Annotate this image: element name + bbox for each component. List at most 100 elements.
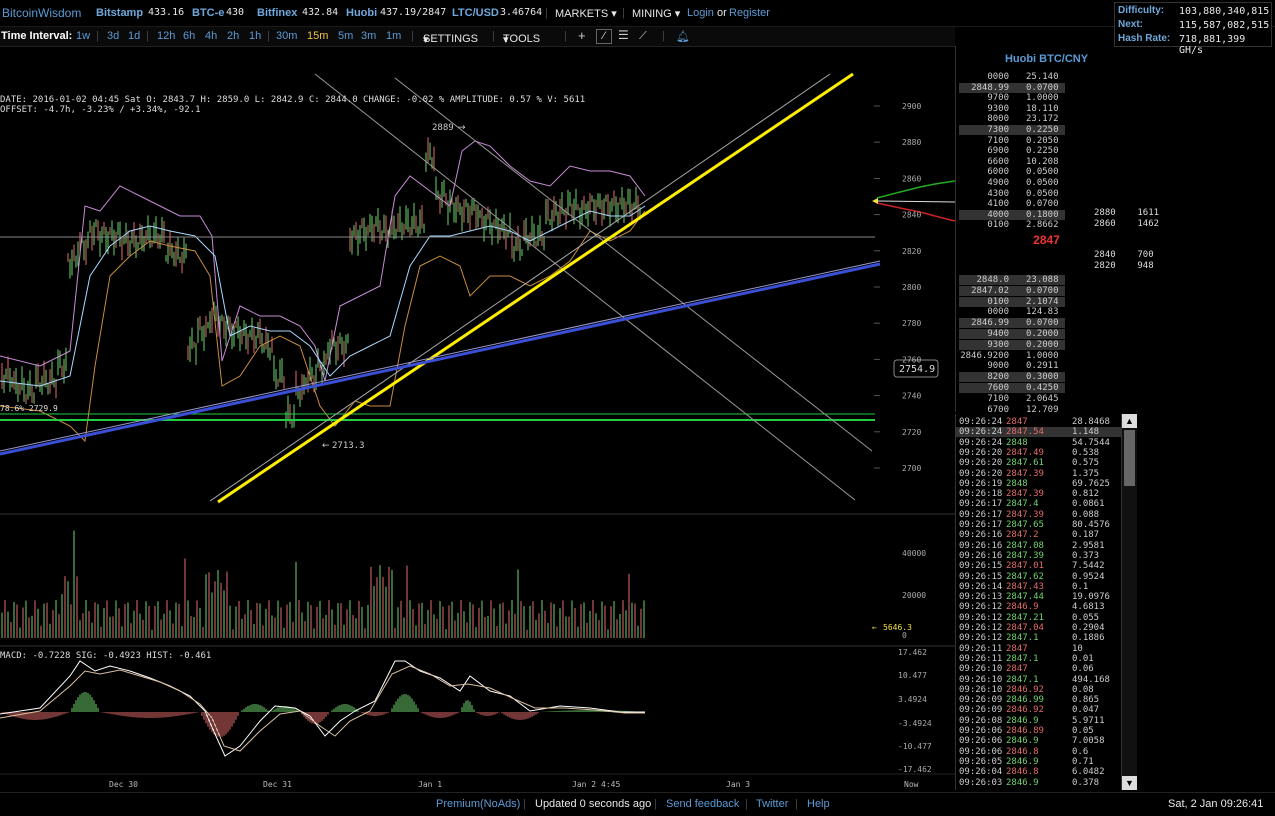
macd-tick-label: 10.477 xyxy=(898,671,927,680)
recent-trades-panel[interactable]: 09:26:24 2847 28.8468 09:26:24 2847.54 1.148 0… xyxy=(955,414,1137,790)
time-tick-label: Dec 31 xyxy=(263,780,292,789)
chevron-down-icon: ▾ xyxy=(503,34,509,46)
send-feedback-link[interactable]: Send feedback xyxy=(666,798,740,810)
trade-amount: 0.047 xyxy=(1072,705,1100,716)
low-marker-label: 2713.3 xyxy=(332,441,365,451)
trade-time: 09:26:17 xyxy=(959,520,1003,530)
yellow-trend-line[interactable] xyxy=(217,72,854,504)
alert-bell-icon[interactable]: 🔔︎ xyxy=(676,31,690,43)
exchange-bitfinex-link[interactable]: Bitfinex xyxy=(257,7,298,19)
trade-row: 09:26:06 2846.9 7.0058 xyxy=(956,736,1121,746)
trade-time: 09:26:11 xyxy=(959,643,1003,654)
trade-amount: 0.05 xyxy=(1072,726,1094,736)
scrollbar-thumb[interactable] xyxy=(1124,430,1135,486)
interval-3d[interactable]: 3d xyxy=(107,30,120,42)
order-amount: 23.172 xyxy=(1026,114,1059,125)
trade-amount: 0.9524 xyxy=(1072,571,1105,582)
candlestick-chart[interactable]: 2889 → ← 2713.3 78.6% 2729.9 2754.9 ← 56… xyxy=(0,46,955,790)
hashrate-label: Hash Rate: xyxy=(1118,33,1171,44)
trade-time: 09:26:20 xyxy=(959,447,1003,458)
order-price: 7100 xyxy=(987,393,1009,404)
exchange-btce-link[interactable]: BTC-e xyxy=(192,7,225,19)
twitter-link[interactable]: Twitter xyxy=(756,798,789,810)
horizontal-lines-tool-icon[interactable]: ☰ xyxy=(618,28,629,42)
help-link[interactable]: Help xyxy=(807,798,830,810)
scroll-down-icon[interactable]: ▼ xyxy=(1122,776,1137,790)
ask-row: 9300 18.110 xyxy=(956,104,1137,114)
trade-price: 2847.2 xyxy=(1006,530,1039,541)
highlight-bar xyxy=(959,296,1065,307)
bid-row: 6700 12.709 xyxy=(956,405,1137,415)
macd-tick-label: 3.4924 xyxy=(898,695,927,704)
highlight-bar xyxy=(959,329,1065,339)
markets-menu[interactable]: MARKETS ▾ xyxy=(555,8,617,20)
trade-time: 09:26:24 xyxy=(959,427,1003,438)
interval-5m[interactable]: 5m xyxy=(338,30,354,42)
trade-time: 09:26:05 xyxy=(959,756,1003,767)
trade-row: 09:26:15 2847.01 7.5442 xyxy=(956,561,1121,571)
order-price: 2846.9200 xyxy=(960,350,1009,361)
price-tick-label: 2900 xyxy=(902,102,921,111)
exchange-bitstamp-link[interactable]: Bitstamp xyxy=(96,7,144,19)
order-amount: 124.83 xyxy=(1026,307,1059,318)
trade-row: 09:26:20 2847.61 0.575 xyxy=(956,458,1121,468)
trade-row: 09:26:03 2846.9 0.378 xyxy=(956,778,1121,788)
site-logo[interactable]: BitcoinWisdom xyxy=(2,6,82,20)
interval-6h[interactable]: 6h xyxy=(183,30,196,42)
trades-scrollbar[interactable]: ▲ ▼ xyxy=(1121,414,1137,790)
fib-tool-icon[interactable]: ⟋ xyxy=(639,30,647,42)
interval-1m[interactable]: 1m xyxy=(386,30,402,42)
or-text: or xyxy=(717,7,727,19)
interval-1d[interactable]: 1d xyxy=(128,30,141,42)
register-link[interactable]: Register xyxy=(729,7,770,19)
parallel-trend-line[interactable] xyxy=(209,73,831,502)
trade-price: 2846.9 xyxy=(1006,602,1039,613)
interval-1w[interactable]: 1w xyxy=(76,30,91,42)
blue-trend-line[interactable] xyxy=(0,262,881,456)
trade-time: 09:26:16 xyxy=(959,530,1003,541)
trade-amount: 0.6 xyxy=(1072,746,1089,757)
order-price: 6900 xyxy=(987,146,1009,157)
order-price: 7100 xyxy=(987,135,1009,146)
trade-row: 09:26:16 2847.2 0.187 xyxy=(956,530,1121,540)
trade-amount: 80.4576 xyxy=(1072,520,1110,530)
crosshair-tool-icon[interactable]: + xyxy=(578,28,586,43)
interval-3m[interactable]: 3m xyxy=(361,30,377,42)
interval-15m-active[interactable]: 15m xyxy=(307,30,329,42)
scroll-up-icon[interactable]: ▲ xyxy=(1122,414,1137,428)
trade-time: 09:26:12 xyxy=(959,602,1003,613)
premium-link[interactable]: Premium(NoAds) xyxy=(436,798,521,810)
exchange-huobi-link[interactable]: Huobi xyxy=(346,7,378,19)
trendline-tool-icon[interactable]: ⁄ xyxy=(596,29,612,44)
mining-menu[interactable]: MINING ▾ xyxy=(632,8,681,20)
ask-row: 4000 0.1800 xyxy=(956,209,1137,220)
order-book-title: Huobi BTC/CNY xyxy=(1004,53,1089,65)
interval-30m[interactable]: 30m xyxy=(276,30,298,42)
time-axis: Dec 30 Dec 31 Jan 1 Jan 2 4:45 Jan 3 Now xyxy=(109,780,919,789)
interval-4h[interactable]: 4h xyxy=(205,30,218,42)
channel-line-1[interactable] xyxy=(314,73,856,501)
order-price: 0100 xyxy=(987,296,1009,307)
bollinger-bands xyxy=(0,140,646,443)
price-chart-area[interactable]: 2889 → ← 2713.3 78.6% 2729.9 2754.9 ← 56… xyxy=(0,46,955,790)
order-amount: 0.4250 xyxy=(1026,383,1059,393)
trade-amount: 19.0976 xyxy=(1072,592,1110,603)
side-price-1: 2880 1611 xyxy=(1094,208,1160,218)
exchange-bitstamp-price: 433.16 xyxy=(148,7,185,18)
ask-row: 9700 1.0000 xyxy=(956,93,1137,103)
interval-1h[interactable]: 1h xyxy=(249,30,262,42)
interval-2h[interactable]: 2h xyxy=(227,30,240,42)
trade-amount: 0.1 xyxy=(1072,581,1089,592)
divider: | xyxy=(564,30,567,42)
trade-row: 09:26:12 2847.1 0.1886 xyxy=(956,633,1121,643)
login-link[interactable]: Login xyxy=(687,7,714,19)
exchange-ltcusd-link[interactable]: LTC/USD xyxy=(452,7,499,19)
channel-line-2[interactable] xyxy=(394,77,873,452)
order-price: 2848.99 xyxy=(971,82,1009,93)
order-price: 4300 xyxy=(987,188,1009,199)
time-tick-label: Jan 2 xyxy=(572,780,596,789)
order-price: 0100 xyxy=(987,220,1009,231)
interval-12h[interactable]: 12h xyxy=(157,30,176,42)
ask-row: 4900 0.0500 xyxy=(956,178,1137,188)
chevron-down-icon: ▾ xyxy=(423,34,429,46)
